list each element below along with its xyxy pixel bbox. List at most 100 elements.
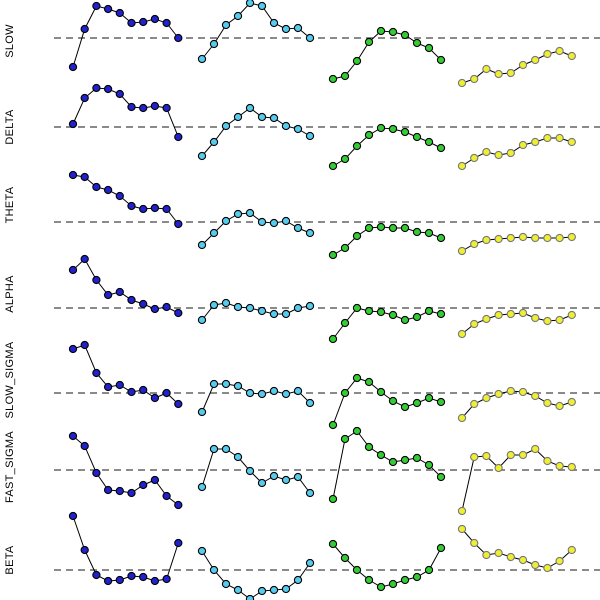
data-point xyxy=(257,217,267,227)
data-point xyxy=(412,227,422,237)
data-point xyxy=(400,30,410,40)
data-point xyxy=(139,572,148,582)
data-point xyxy=(328,161,338,171)
series-line xyxy=(201,448,311,494)
series-line xyxy=(201,302,311,321)
data-point xyxy=(115,486,124,496)
data-point xyxy=(400,575,410,585)
data-point xyxy=(555,46,564,56)
data-point xyxy=(80,441,89,451)
data-point xyxy=(174,219,183,229)
data-point xyxy=(103,185,113,195)
data-point xyxy=(424,460,434,470)
data-point xyxy=(245,208,255,218)
data-point xyxy=(221,444,231,454)
data-point xyxy=(400,127,410,137)
data-point xyxy=(92,83,101,93)
data-point xyxy=(221,216,231,226)
data-point xyxy=(424,393,434,403)
data-point xyxy=(340,71,350,81)
data-point xyxy=(494,548,503,558)
data-point xyxy=(494,150,503,160)
data-point xyxy=(281,24,291,34)
data-point xyxy=(376,123,386,133)
data-point xyxy=(555,233,564,243)
data-point xyxy=(531,137,540,147)
data-point xyxy=(470,538,479,548)
data-point xyxy=(457,329,467,339)
data-point xyxy=(457,246,467,256)
data-point xyxy=(531,55,540,65)
data-point xyxy=(543,233,552,243)
data-point xyxy=(233,585,243,595)
data-point xyxy=(457,506,467,516)
series-line xyxy=(201,383,311,413)
data-point xyxy=(376,387,386,397)
data-point xyxy=(376,26,386,36)
series-line xyxy=(72,5,179,68)
data-point xyxy=(257,306,267,316)
data-point xyxy=(293,124,303,134)
data-point xyxy=(400,315,410,325)
series-line xyxy=(461,236,572,252)
data-point xyxy=(376,222,386,232)
series-line xyxy=(332,543,442,588)
data-point xyxy=(567,462,576,472)
data-point xyxy=(162,18,171,28)
data-point xyxy=(150,203,160,213)
data-point xyxy=(269,309,279,319)
data-point xyxy=(482,235,491,245)
data-point xyxy=(518,555,528,565)
data-point xyxy=(531,444,540,454)
data-point xyxy=(115,89,124,99)
data-point xyxy=(80,24,89,34)
data-point xyxy=(436,472,446,482)
data-point xyxy=(531,391,540,401)
data-point xyxy=(162,204,171,214)
data-point xyxy=(68,511,78,521)
series-line xyxy=(201,212,311,246)
data-point xyxy=(531,313,540,323)
data-point xyxy=(543,398,552,408)
data-point xyxy=(233,209,243,219)
data-point xyxy=(567,310,576,320)
data-point xyxy=(470,399,479,409)
data-point xyxy=(103,4,113,14)
data-point xyxy=(457,413,467,423)
data-point xyxy=(245,388,255,398)
data-point xyxy=(269,585,279,595)
data-point xyxy=(162,388,171,398)
data-point xyxy=(555,133,564,143)
data-point xyxy=(482,451,491,461)
data-point xyxy=(424,137,434,147)
data-point xyxy=(352,565,362,575)
row-label-beta: BETA xyxy=(4,545,16,575)
data-point xyxy=(233,11,243,21)
data-point xyxy=(150,475,160,485)
data-point xyxy=(543,316,552,326)
data-point xyxy=(281,216,291,226)
data-point xyxy=(518,308,528,318)
data-point xyxy=(567,137,576,147)
data-point xyxy=(127,571,136,581)
data-point xyxy=(470,74,479,84)
series-line xyxy=(461,50,572,84)
data-point xyxy=(352,141,362,151)
row-label-slow: SLOW xyxy=(4,24,16,58)
row-label-delta: DELTA xyxy=(4,109,16,145)
data-point xyxy=(400,402,410,412)
data-point xyxy=(92,1,101,11)
data-point xyxy=(531,233,540,243)
data-point xyxy=(340,154,350,164)
data-point xyxy=(412,132,422,142)
data-point xyxy=(68,119,78,129)
data-point xyxy=(293,472,303,482)
data-point xyxy=(305,33,315,43)
data-point xyxy=(364,306,374,316)
data-point xyxy=(340,243,350,253)
data-point xyxy=(352,56,362,66)
data-point xyxy=(352,426,362,436)
data-point xyxy=(127,488,136,498)
data-point xyxy=(436,543,446,553)
data-point xyxy=(412,398,422,408)
